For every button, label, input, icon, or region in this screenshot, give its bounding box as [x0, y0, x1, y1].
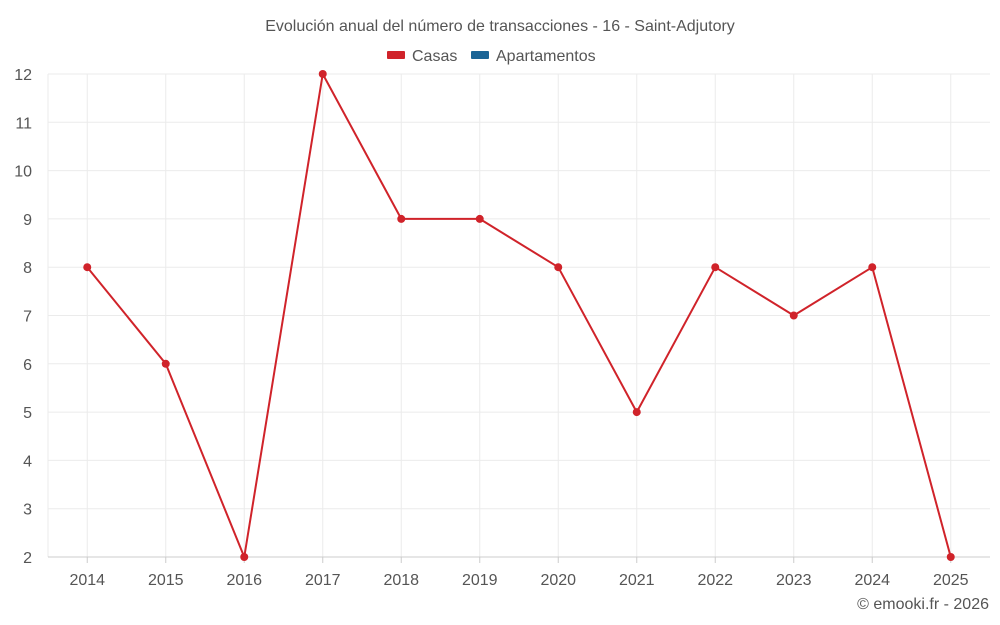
data-point[interactable] [161, 359, 170, 368]
x-tick-label: 2023 [776, 572, 812, 589]
y-tick-label: 10 [14, 164, 32, 181]
chart-title: Evolución anual del número de transaccio… [265, 18, 735, 35]
y-tick-label: 4 [23, 453, 32, 470]
data-point[interactable] [397, 214, 406, 223]
y-tick-label: 5 [23, 405, 32, 422]
x-tick-label: 2019 [462, 572, 498, 589]
x-tick-label: 2016 [226, 572, 262, 589]
data-point[interactable] [632, 408, 641, 417]
grid [47, 73, 990, 557]
legend-item-casas[interactable]: Casas [387, 48, 457, 65]
x-tick-label: 2014 [69, 572, 105, 589]
x-tick-label: 2022 [697, 572, 733, 589]
x-tick-label: 2015 [148, 572, 184, 589]
y-tick-label: 3 [23, 502, 32, 519]
data-point[interactable] [868, 263, 877, 272]
data-point[interactable] [240, 553, 249, 561]
y-tick-label: 11 [15, 115, 32, 132]
data-point[interactable] [318, 70, 327, 78]
data-point[interactable] [83, 263, 92, 272]
x-tick-label: 2017 [305, 572, 341, 589]
legend-swatch-casas [387, 51, 405, 59]
legend-swatch-apartamentos [471, 51, 489, 59]
data-point[interactable] [475, 214, 484, 223]
y-tick-label: 6 [23, 357, 32, 374]
legend-label-casas: Casas [412, 48, 457, 65]
data-point[interactable] [789, 311, 798, 320]
axes: 2 3 4 5 6 7 8 9 10 11 12 2014 2015 2016 2017 2018 2019 20… [14, 67, 990, 589]
x-tick-label: 2021 [619, 572, 655, 589]
y-tick-label: 2 [23, 550, 32, 567]
series-layer [83, 70, 955, 561]
data-point[interactable] [711, 263, 720, 272]
data-point[interactable] [554, 263, 563, 272]
x-tick-label: 2020 [540, 572, 576, 589]
credit-text: © emooki.fr - 2026 [857, 596, 989, 613]
y-tick-label: 9 [23, 212, 32, 229]
y-tick-label: 12 [14, 67, 32, 84]
legend: Casas Apartamentos [387, 48, 596, 65]
legend-label-apartamentos: Apartamentos [496, 48, 596, 65]
data-point[interactable] [946, 553, 955, 561]
y-tick-label: 7 [23, 309, 32, 326]
x-tick-label: 2025 [933, 572, 969, 589]
x-tick-label: 2018 [383, 572, 419, 589]
series-line-casas [86, 73, 952, 558]
y-tick-label: 8 [23, 260, 32, 277]
legend-item-apartamentos[interactable]: Apartamentos [471, 48, 596, 65]
x-tick-label: 2024 [854, 572, 890, 589]
